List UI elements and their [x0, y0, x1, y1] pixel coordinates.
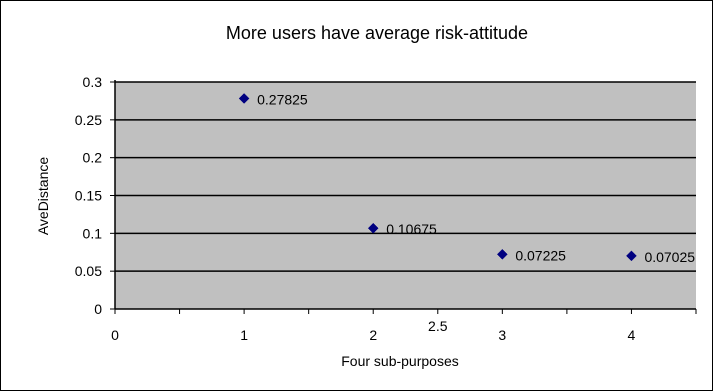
y-axis-title: AveDistance: [35, 157, 51, 236]
y-tick-label: 0.1: [83, 225, 103, 241]
chart-title: More users have average risk-attitude: [226, 23, 528, 43]
x-tick-label: 1: [240, 327, 248, 343]
x-axis-ticks: 0 1 2 2.5 3 4: [111, 309, 697, 343]
data-point-4: [626, 250, 637, 262]
y-tick-label: 0.15: [75, 188, 102, 204]
x-tick-label: 2.5: [428, 318, 448, 334]
x-tick-label: 0: [111, 327, 119, 343]
x-tick-label: 2: [369, 327, 377, 343]
y-tick-label: 0.25: [75, 112, 102, 128]
data-label-2: 0.10675: [386, 221, 437, 237]
data-point-3: [496, 248, 508, 260]
x-tick-label: 4: [628, 327, 636, 343]
y-tick-label: 0.3: [83, 74, 103, 90]
y-tick-label: 0.05: [75, 263, 102, 279]
gridlines: [115, 81, 696, 272]
y-axis-ticks: 0 0.05 0.1 0.15 0.2 0.25 0.3: [75, 74, 115, 317]
data-label-1: 0.27825: [257, 91, 308, 107]
data-labels: 0.27825 0.10675 0.07225 0.07025: [257, 91, 695, 264]
x-axis-title: Four sub-purposes: [341, 353, 459, 369]
data-label-3: 0.07225: [515, 247, 566, 263]
data-label-4: 0.07025: [644, 249, 695, 265]
y-tick-label: 0.2: [83, 150, 103, 166]
data-point-2: [367, 222, 379, 234]
data-points: [238, 93, 637, 262]
y-tick-label: 0: [94, 301, 102, 317]
data-point-1: [238, 93, 250, 104]
x-tick-label: 3: [498, 327, 506, 343]
